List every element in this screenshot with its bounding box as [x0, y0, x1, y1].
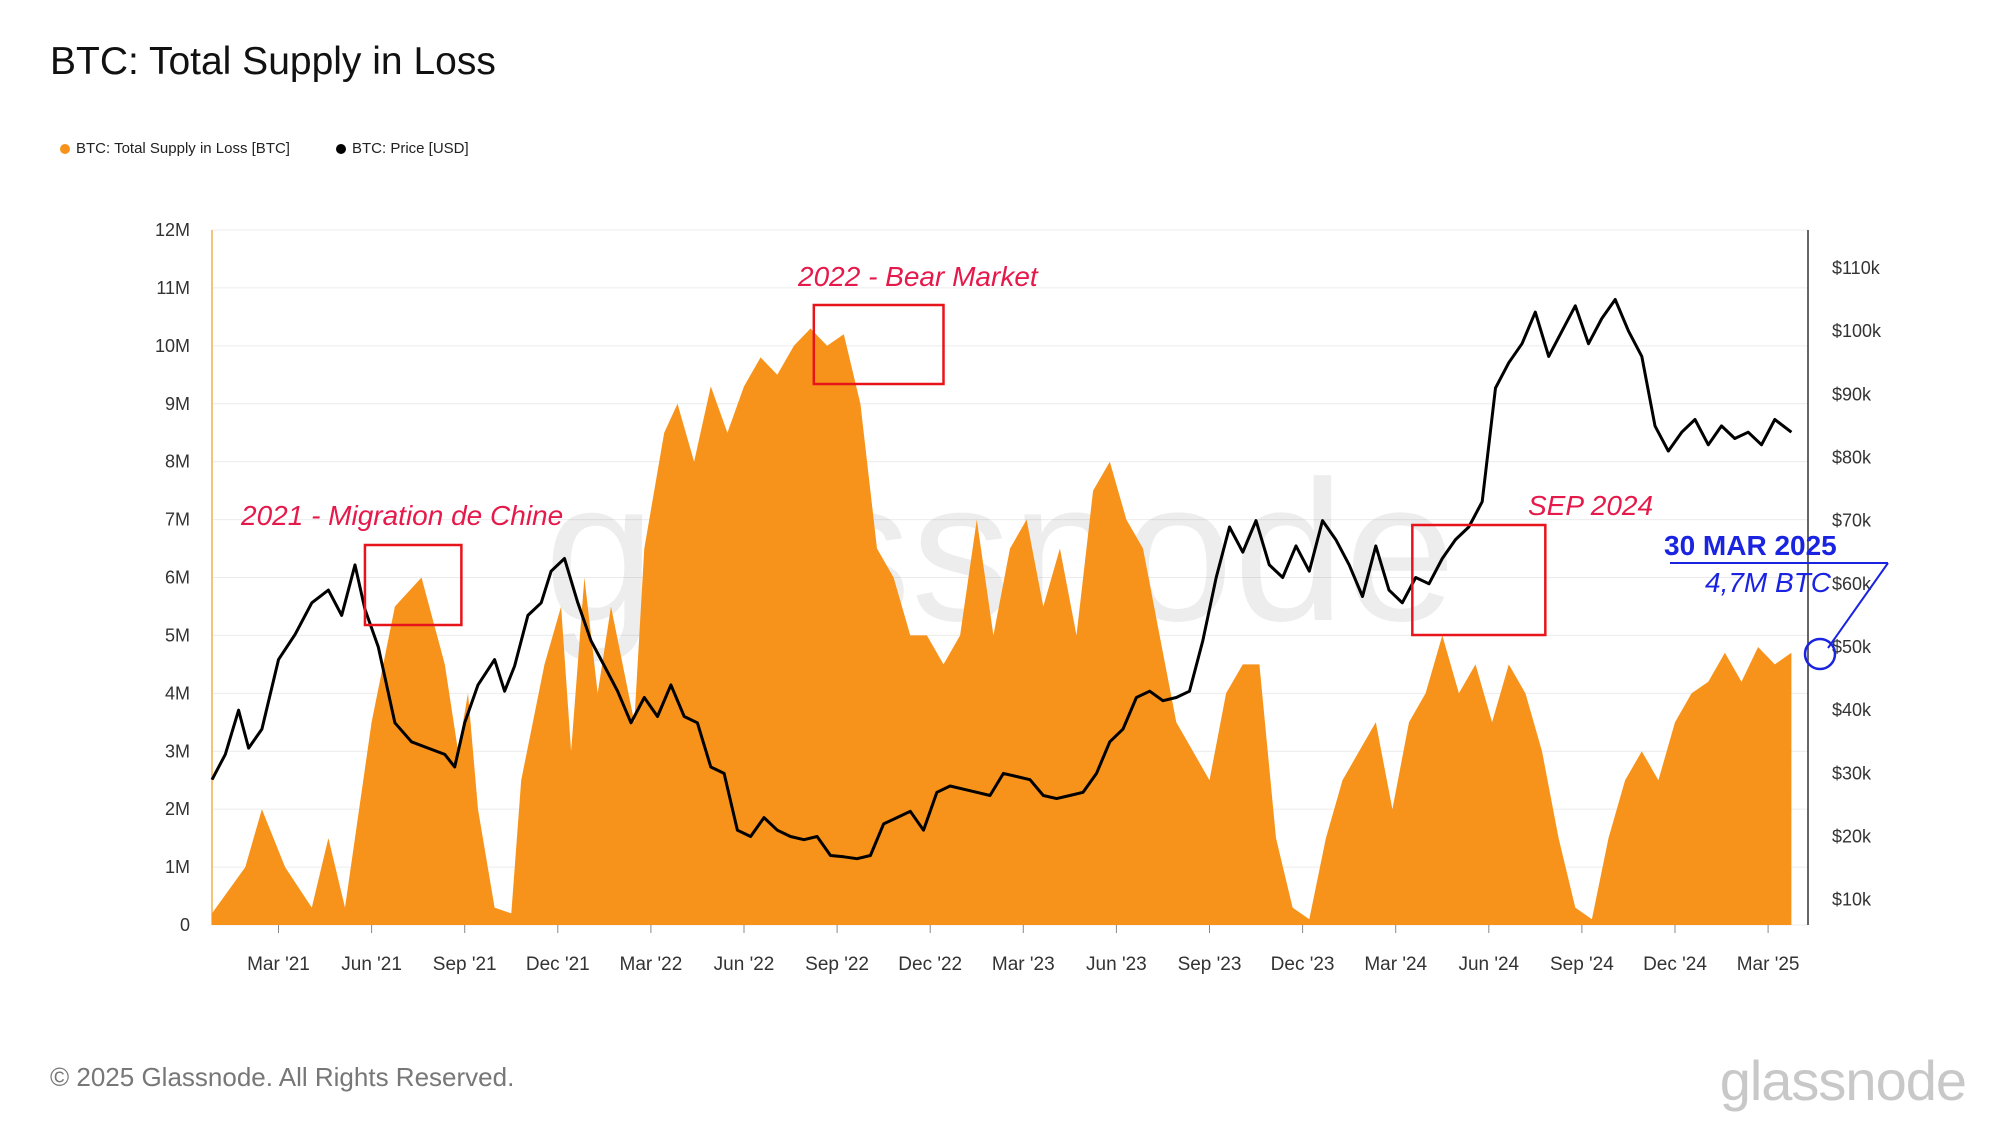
left-axis-tick-label: 12M — [155, 220, 190, 240]
legend: BTC: Total Supply in Loss [BTC] BTC: Pri… — [60, 140, 469, 157]
legend-label-price: BTC: Price [USD] — [351, 140, 469, 157]
x-axis-tick-label: Mar '23 — [992, 954, 1055, 975]
legend-dot-price — [335, 143, 346, 154]
right-axis-tick-label: $40k — [1832, 700, 1872, 720]
annotation-box-sep-2024 — [1411, 523, 1547, 637]
annotation-label-2021: 2021 - Migration de Chine — [240, 500, 563, 531]
left-axis-tick-label: 2M — [165, 799, 190, 819]
x-axis-tick-label: Mar '24 — [1364, 954, 1427, 975]
left-axis-tick-label: 4M — [165, 683, 190, 703]
right-axis-tick-label: $60k — [1832, 574, 1872, 594]
x-axis-tick-label: Dec '21 — [526, 954, 590, 975]
left-axis-tick-label: 7M — [165, 510, 190, 530]
chart-title: BTC: Total Supply in Loss — [50, 40, 496, 83]
right-axis-tick-label: $20k — [1832, 827, 1872, 847]
legend-label-supply: BTC: Total Supply in Loss [BTC] — [76, 140, 290, 157]
right-axis-tick-label: $100k — [1832, 321, 1882, 341]
annotation-label-value: 4,7M BTC — [1705, 567, 1832, 598]
legend-item-supply-in-loss[interactable]: BTC: Total Supply in Loss [BTC] — [60, 140, 290, 157]
right-axis-tick-label: $70k — [1832, 511, 1872, 531]
annotation-label-2022: 2022 - Bear Market — [797, 261, 1039, 292]
x-axis-tick-label: Mar '21 — [247, 954, 310, 975]
x-axis-tick-label: Sep '23 — [1178, 954, 1242, 975]
right-axis-tick-label: $30k — [1832, 763, 1872, 783]
left-axis-tick-label: 11M — [156, 278, 190, 298]
supply-in-loss-area — [212, 328, 1792, 925]
legend-dot-supply — [60, 143, 70, 154]
copyright-footer: © 2025 Glassnode. All Rights Reserved. — [50, 1062, 515, 1092]
left-axis-tick-label: 0 — [180, 915, 190, 935]
left-axis-tick-label: 5M — [165, 625, 190, 645]
annotation-box-2021 — [363, 543, 463, 627]
price-line — [210, 298, 1793, 861]
left-axis-tick-label: 8M — [165, 452, 190, 472]
x-axis-tick-label: Sep '22 — [805, 954, 869, 975]
x-axis-tick-label: Sep '21 — [433, 954, 497, 975]
x-axis-tick-label: Dec '23 — [1271, 954, 1335, 975]
left-axis-tick-label: 1M — [165, 857, 190, 877]
annotation-pointer-diagonal — [1827, 562, 1889, 649]
right-axis-tick-label: $80k — [1832, 447, 1872, 467]
annotation-box-2022 — [812, 303, 945, 386]
right-axis-tick-label: $10k — [1832, 890, 1872, 910]
x-axis-tick-label: Sep '24 — [1550, 954, 1614, 975]
brand-logo-text: glassnode — [1719, 1049, 1967, 1112]
x-axis-tick-label: Jun '22 — [714, 954, 775, 975]
x-axis-tick-label: Jun '23 — [1086, 954, 1147, 975]
right-axis-tick-label: $90k — [1832, 384, 1872, 404]
legend-item-price[interactable]: BTC: Price [USD] — [335, 140, 469, 157]
left-axis-tick-label: 3M — [165, 741, 190, 761]
annotation-circle-marker — [1803, 637, 1837, 671]
right-axis-tick-label: $50k — [1832, 637, 1872, 657]
x-axis-tick-label: Dec '24 — [1643, 954, 1707, 975]
left-axis-tick-label: 10M — [155, 336, 190, 356]
annotation-label-date: 30 MAR 2025 — [1664, 530, 1837, 561]
x-axis-tick-label: Jun '24 — [1458, 954, 1519, 975]
x-axis-tick-label: Mar '22 — [620, 954, 683, 975]
x-axis-tick-label: Mar '25 — [1737, 954, 1800, 975]
x-axis-tick-label: Dec '22 — [898, 954, 962, 975]
right-axis-tick-label: $110k — [1832, 258, 1881, 278]
x-axis-tick-label: Jun '21 — [341, 954, 402, 975]
left-axis-tick-label: 6M — [165, 568, 190, 588]
annotation-label-sep-2024: SEP 2024 — [1528, 490, 1653, 521]
left-axis-tick-label: 9M — [165, 394, 190, 414]
